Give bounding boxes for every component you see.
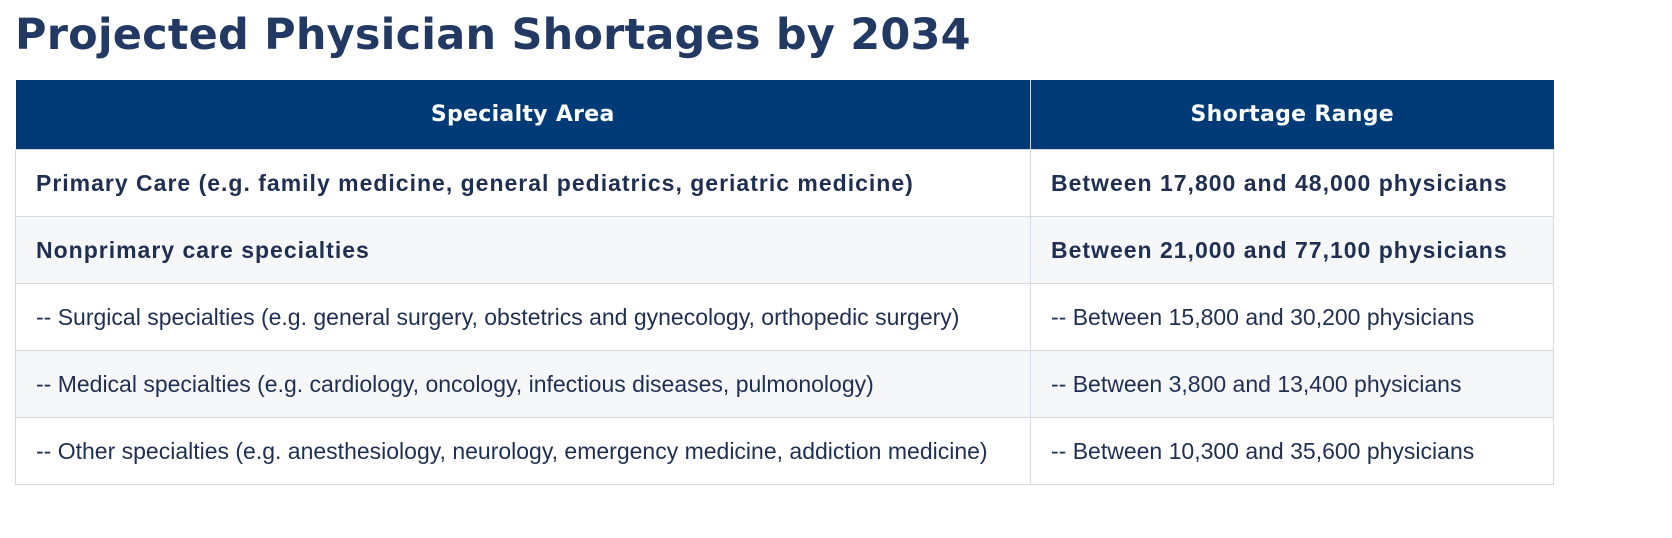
- range-cell: -- Between 10,300 and 35,600 physicians: [1030, 417, 1554, 485]
- column-header-range: Shortage Range: [1030, 80, 1554, 150]
- table-row: Primary Care (e.g. family medicine, gene…: [15, 149, 1554, 217]
- range-cell: Between 17,800 and 48,000 physicians: [1030, 149, 1554, 217]
- page-title: Projected Physician Shortages by 2034: [15, 10, 971, 60]
- specialty-cell: -- Other specialties (e.g. anesthesiolog…: [15, 417, 1031, 485]
- table-row: -- Surgical specialties (e.g. general su…: [15, 283, 1554, 351]
- specialty-cell: -- Surgical specialties (e.g. general su…: [15, 283, 1031, 351]
- table-header-row: Specialty Area Shortage Range: [15, 80, 1554, 150]
- range-cell: -- Between 15,800 and 30,200 physicians: [1030, 283, 1554, 351]
- range-cell: -- Between 3,800 and 13,400 physicians: [1030, 350, 1554, 418]
- table-row: -- Other specialties (e.g. anesthesiolog…: [15, 417, 1554, 485]
- specialty-cell: Nonprimary care specialties: [15, 216, 1031, 284]
- column-header-specialty: Specialty Area: [15, 80, 1031, 150]
- table-row: Nonprimary care specialties Between 21,0…: [15, 216, 1554, 284]
- shortage-table: Specialty Area Shortage Range Primary Ca…: [15, 80, 1554, 485]
- table-row: -- Medical specialties (e.g. cardiology,…: [15, 350, 1554, 418]
- specialty-cell: Primary Care (e.g. family medicine, gene…: [15, 149, 1031, 217]
- range-cell: Between 21,000 and 77,100 physicians: [1030, 216, 1554, 284]
- specialty-cell: -- Medical specialties (e.g. cardiology,…: [15, 350, 1031, 418]
